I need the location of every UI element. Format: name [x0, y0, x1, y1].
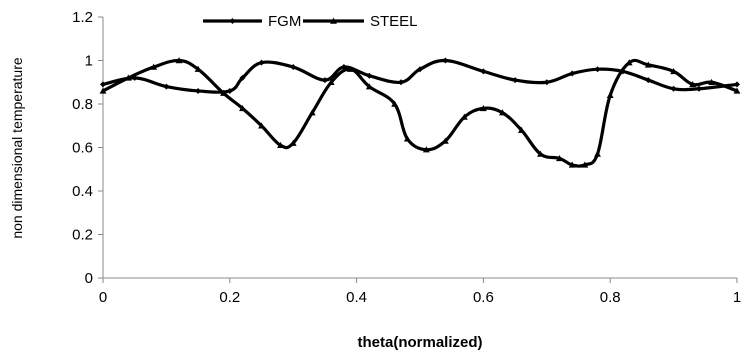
data-point: [671, 86, 677, 92]
data-point: [696, 86, 702, 92]
x-tick-label: 0.6: [473, 289, 494, 306]
x-axis-title: theta(normalized): [357, 334, 482, 351]
series-steel: [100, 57, 741, 168]
legend-label: STEEL: [370, 13, 418, 30]
y-tick-label: 0.8: [72, 96, 93, 113]
y-axis-title: non dimensional temperature: [9, 57, 25, 239]
y-tick-label: 0.4: [72, 183, 93, 200]
series-layer: [100, 57, 741, 168]
data-point: [544, 79, 550, 85]
x-tick-label: 1: [733, 289, 741, 306]
legend-label: FGM: [268, 13, 301, 30]
series-line: [103, 60, 737, 92]
y-axis: 0 0.2 0.4 0.6 0.8 1 1.2: [72, 9, 103, 287]
y-tick-label: 1: [85, 53, 93, 70]
x-tick-label: 0.8: [600, 289, 621, 306]
data-point: [512, 77, 518, 83]
legend: FGM STEEL: [203, 13, 418, 30]
data-point: [442, 58, 448, 64]
x-tick-label: 0.2: [219, 289, 240, 306]
data-point: [734, 81, 740, 87]
data-point: [322, 77, 328, 83]
y-tick-label: 0.6: [72, 140, 93, 157]
legend-item-steel: STEEL: [303, 13, 418, 30]
legend-item-fgm: FGM: [203, 13, 301, 30]
x-axis: 0 0.2 0.4 0.6 0.8 1: [99, 278, 741, 306]
x-tick-label: 0.4: [346, 289, 367, 306]
x-tick-label: 0: [99, 289, 107, 306]
data-point: [595, 66, 601, 72]
data-point: [195, 88, 201, 94]
y-tick-label: 1.2: [72, 9, 93, 26]
y-tick-label: 0.2: [72, 227, 93, 244]
legend-marker: [230, 18, 236, 24]
y-tick-label: 0: [85, 270, 93, 287]
